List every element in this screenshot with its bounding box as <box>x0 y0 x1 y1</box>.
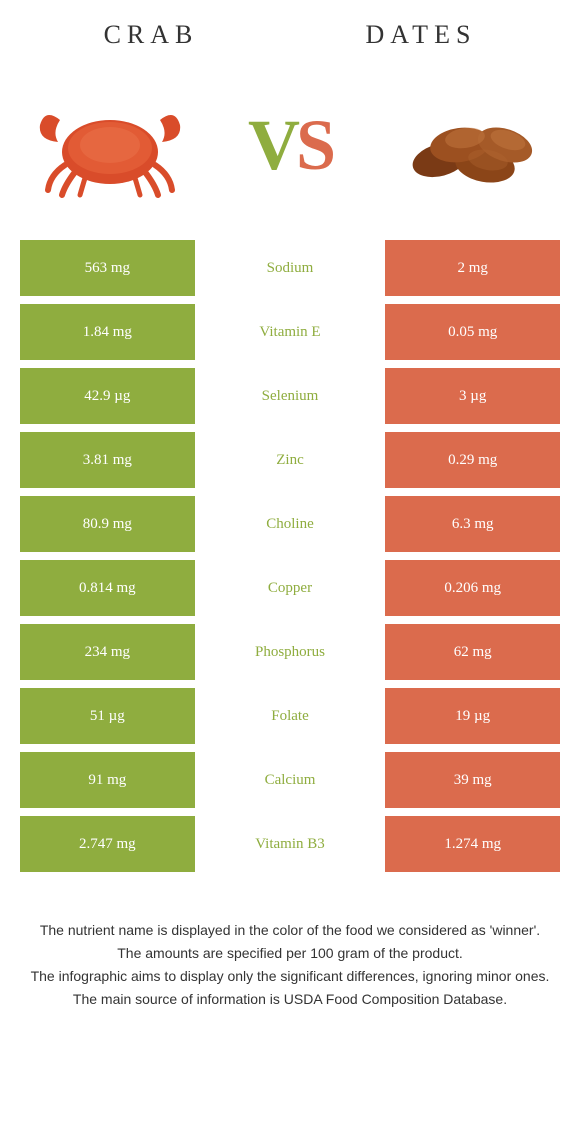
footer-line-2: The amounts are specified per 100 gram o… <box>30 943 550 964</box>
vs-v: V <box>248 104 296 187</box>
header: CRAB DATES <box>0 0 580 80</box>
footer: The nutrient name is displayed in the co… <box>0 880 580 1032</box>
cell-nutrient: Calcium <box>203 752 378 808</box>
footer-line-1: The nutrient name is displayed in the co… <box>30 920 550 941</box>
cell-right: 2 mg <box>385 240 560 296</box>
table-row: 3.81 mgZinc0.29 mg <box>20 432 560 488</box>
footer-line-3: The infographic aims to display only the… <box>30 966 550 987</box>
cell-left: 0.814 mg <box>20 560 195 616</box>
table-row: 563 mgSodium2 mg <box>20 240 560 296</box>
vs-s: S <box>296 104 332 187</box>
table-row: 42.9 µgSelenium3 µg <box>20 368 560 424</box>
cell-left: 80.9 mg <box>20 496 195 552</box>
cell-left: 2.747 mg <box>20 816 195 872</box>
cell-left: 42.9 µg <box>20 368 195 424</box>
table-row: 234 mgPhosphorus62 mg <box>20 624 560 680</box>
title-left: CRAB <box>104 20 199 50</box>
cell-right: 62 mg <box>385 624 560 680</box>
cell-left: 1.84 mg <box>20 304 195 360</box>
cell-nutrient: Phosphorus <box>203 624 378 680</box>
crab-image <box>30 90 190 200</box>
cell-right: 0.29 mg <box>385 432 560 488</box>
cell-nutrient: Choline <box>203 496 378 552</box>
cell-nutrient: Folate <box>203 688 378 744</box>
cell-left: 51 µg <box>20 688 195 744</box>
cell-right: 6.3 mg <box>385 496 560 552</box>
cell-left: 3.81 mg <box>20 432 195 488</box>
cell-right: 3 µg <box>385 368 560 424</box>
table-row: 80.9 mgCholine6.3 mg <box>20 496 560 552</box>
cell-right: 1.274 mg <box>385 816 560 872</box>
comparison-table: 563 mgSodium2 mg 1.84 mgVitamin E0.05 mg 4… <box>0 240 580 872</box>
table-row: 0.814 mgCopper0.206 mg <box>20 560 560 616</box>
table-row: 2.747 mgVitamin B31.274 mg <box>20 816 560 872</box>
footer-line-4: The main source of information is USDA F… <box>30 989 550 1010</box>
dates-image <box>390 90 550 200</box>
table-row: 1.84 mgVitamin E0.05 mg <box>20 304 560 360</box>
cell-right: 19 µg <box>385 688 560 744</box>
cell-left: 563 mg <box>20 240 195 296</box>
title-right: DATES <box>366 20 477 50</box>
cell-nutrient: Sodium <box>203 240 378 296</box>
cell-nutrient: Vitamin E <box>203 304 378 360</box>
cell-nutrient: Selenium <box>203 368 378 424</box>
cell-nutrient: Copper <box>203 560 378 616</box>
table-row: 51 µgFolate19 µg <box>20 688 560 744</box>
cell-left: 91 mg <box>20 752 195 808</box>
cell-right: 0.206 mg <box>385 560 560 616</box>
table-row: 91 mgCalcium39 mg <box>20 752 560 808</box>
cell-right: 0.05 mg <box>385 304 560 360</box>
vs-label: VS <box>248 104 332 187</box>
cell-nutrient: Vitamin B3 <box>203 816 378 872</box>
cell-left: 234 mg <box>20 624 195 680</box>
cell-right: 39 mg <box>385 752 560 808</box>
hero: VS <box>0 80 580 240</box>
cell-nutrient: Zinc <box>203 432 378 488</box>
